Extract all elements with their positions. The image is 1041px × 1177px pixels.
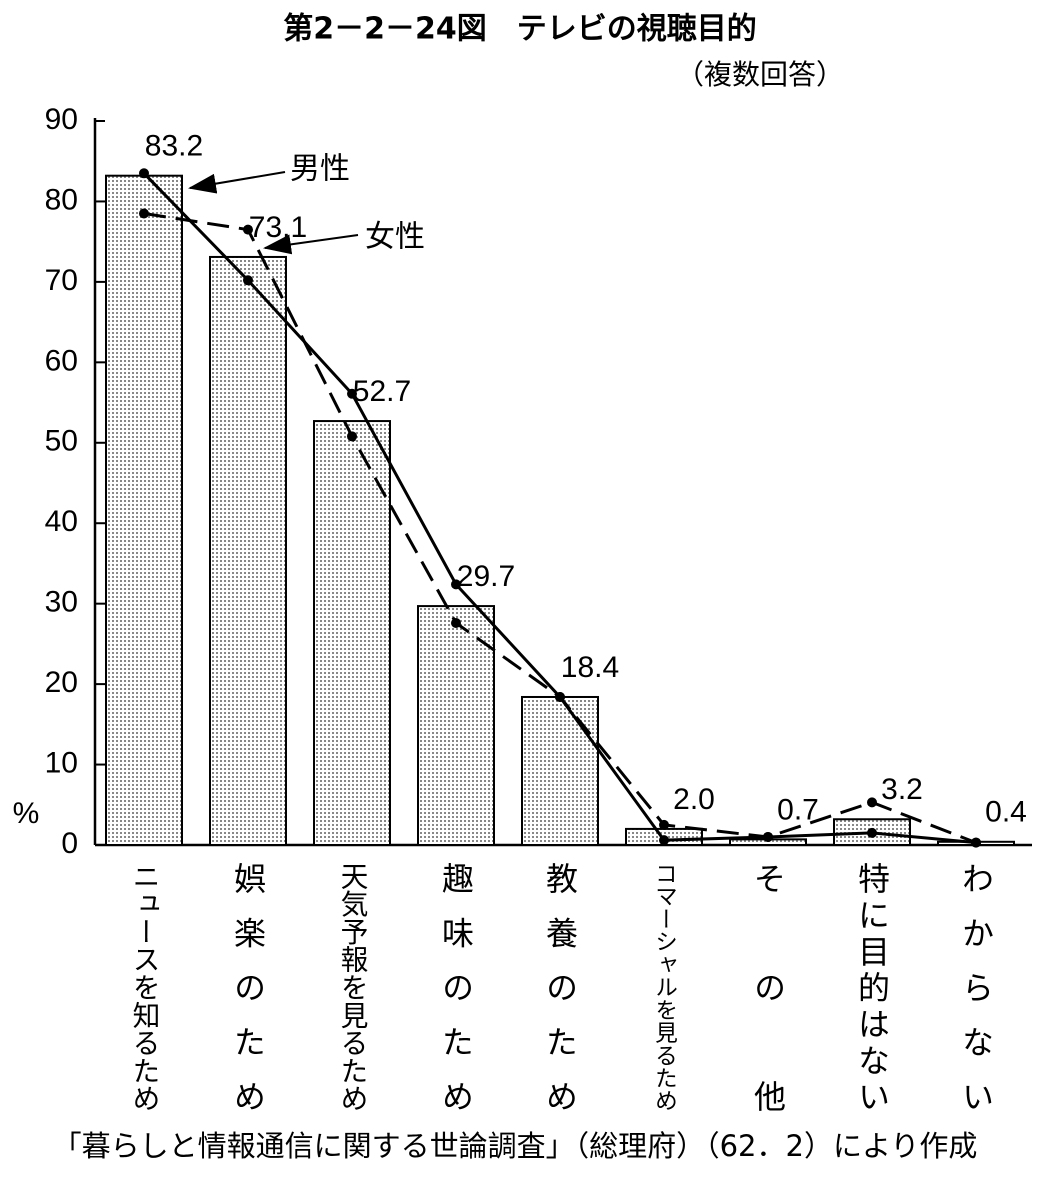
bar (105, 174, 183, 847)
series-point (555, 691, 565, 702)
annotation-arrow (263, 234, 359, 255)
series-point (867, 797, 877, 808)
value-label: 52.7 (353, 375, 411, 408)
annotation: 女性 (365, 220, 425, 255)
y-tick-label: 70 (45, 264, 78, 297)
y-tick-label: 20 (45, 666, 78, 699)
series-point (243, 275, 253, 286)
y-tick-label: 80 (45, 183, 78, 216)
series-point (139, 168, 149, 179)
value-label: 3.2 (881, 773, 923, 806)
y-tick-label: 40 (45, 505, 78, 538)
x-tick-label: ニュースを知るため (128, 862, 161, 1112)
value-label: 18.4 (561, 651, 619, 684)
x-tick-label: わからない (957, 862, 995, 1135)
series-point (659, 819, 669, 830)
series-point (451, 579, 461, 590)
x-tick-label: 天気予報を見るため (336, 862, 369, 1112)
series-point (139, 208, 149, 219)
x-tick-label: 教養のため (541, 862, 579, 1135)
x-tick-label: 特に目的はない (853, 862, 891, 1116)
y-tick-label: 10 (45, 746, 78, 779)
y-tick-label: 50 (45, 425, 78, 458)
series-point (451, 617, 461, 628)
x-tick-label: 娯楽のため (229, 862, 267, 1135)
chart-title: 第2－2－24図 テレビの視聴目的 (283, 12, 757, 47)
source-note: 「暮らしと情報通信に関する世論調査」（総理府）（62．2）により作成 (53, 1129, 978, 1163)
value-label: 73.1 (249, 211, 307, 244)
series-point (347, 388, 357, 399)
annotation-arrow (188, 171, 286, 194)
y-axis-label: % (13, 797, 40, 830)
series-point (243, 224, 253, 235)
series-point (971, 837, 981, 848)
y-tick-label: 90 (45, 103, 78, 136)
x-tick-label: コマーシャルを見るため (651, 862, 677, 1112)
plot: 0 10 20 30 40 50 60 70 80 90 83.2 ニュースを知るため 73.1 娯楽のた… (45, 103, 1027, 1177)
value-label: 29.7 (457, 560, 515, 593)
value-label: 0.4 (985, 796, 1027, 829)
y-tick-label: 60 (45, 344, 78, 377)
series-point (347, 431, 357, 442)
x-tick-label: 趣味のため (437, 862, 475, 1135)
chart-subtitle: （複数回答） (676, 58, 844, 91)
series-point (867, 827, 877, 838)
bar (209, 255, 287, 846)
annotation: 男性 (290, 152, 350, 187)
bar (521, 695, 599, 847)
y-tick-label: 30 (45, 586, 78, 619)
bar (313, 420, 391, 846)
x-tick-label: その他 (749, 862, 787, 1177)
bar (417, 605, 495, 847)
value-label: 2.0 (673, 783, 715, 816)
series-point (659, 835, 669, 846)
y-tick-label: 0 (61, 827, 78, 860)
value-label: 83.2 (145, 130, 203, 163)
bar (833, 818, 911, 846)
series-point (763, 831, 773, 842)
